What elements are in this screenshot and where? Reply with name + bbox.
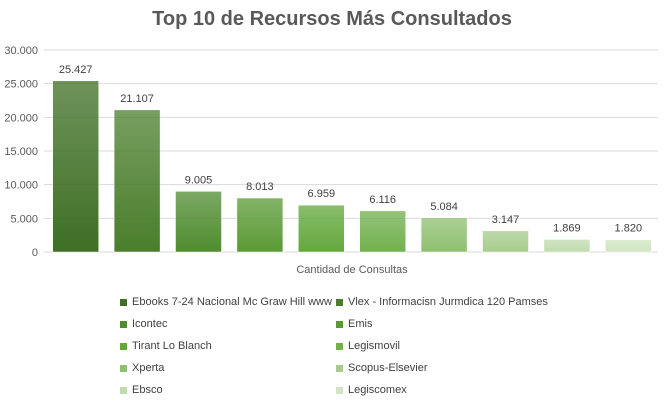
bar-chart: 0 5.000 10.000 15.000 20.000 25.000 30.000 25.… bbox=[4, 45, 658, 276]
chart-title: Top 10 de Recursos Más Consultados bbox=[152, 8, 512, 30]
bar bbox=[236, 197, 284, 253]
bar bbox=[605, 239, 652, 253]
data-label: 9.005 bbox=[185, 174, 213, 186]
bars bbox=[52, 80, 652, 253]
y-tick-label: 5.000 bbox=[10, 213, 38, 225]
bar bbox=[52, 80, 99, 253]
y-axis: 0 5.000 10.000 15.000 20.000 25.000 30.000 bbox=[4, 45, 38, 259]
legend-item: Icontec bbox=[120, 318, 167, 330]
legend-item: Legismovil bbox=[336, 340, 400, 352]
bar bbox=[359, 210, 406, 253]
legend-label: Legismovil bbox=[348, 340, 400, 352]
legend-item: Ebsco bbox=[120, 384, 163, 396]
data-label: 21.107 bbox=[120, 93, 154, 105]
legend-label: Ebsco bbox=[132, 384, 163, 396]
y-tick-label: 0 bbox=[32, 247, 38, 259]
x-axis-label: Cantidad de Consultas bbox=[296, 264, 408, 276]
legend-item: Emis bbox=[336, 318, 372, 330]
legend-label: Vlex - Informacisn Jurmdica 120 Pamses bbox=[348, 296, 548, 308]
legend-item: Ebooks 7-24 Nacional Mc Graw Hill www bbox=[120, 296, 332, 308]
legend-label: Tirant Lo Blanch bbox=[132, 340, 212, 352]
legend-swatch bbox=[336, 298, 343, 306]
bar bbox=[298, 204, 345, 253]
data-label: 6.116 bbox=[369, 194, 396, 206]
data-label: 1.820 bbox=[615, 223, 643, 235]
data-label: 3.147 bbox=[492, 214, 520, 226]
legend-item: Scopus-Elsevier bbox=[336, 362, 427, 374]
y-tick-label: 25.000 bbox=[4, 79, 38, 91]
y-tick-label: 10.000 bbox=[4, 180, 38, 192]
data-label: 8.013 bbox=[246, 181, 274, 193]
data-label: 1.869 bbox=[553, 222, 581, 234]
y-tick-label: 15.000 bbox=[4, 146, 38, 158]
legend-item: Tirant Lo Blanch bbox=[120, 340, 212, 352]
legend-label: Xperta bbox=[132, 362, 165, 374]
legend-item: Vlex - Informacisn Jurmdica 120 Pamses bbox=[336, 296, 548, 308]
legend-item: Legiscomex bbox=[336, 384, 407, 396]
bar bbox=[113, 109, 161, 253]
data-label: 6.959 bbox=[308, 188, 336, 200]
legend-swatch bbox=[336, 320, 343, 328]
legend-label: Emis bbox=[348, 318, 373, 330]
bar bbox=[543, 239, 591, 253]
legend-label: Scopus-Elsevier bbox=[348, 362, 428, 374]
legend-label: Icontec bbox=[132, 318, 168, 330]
legend-swatch bbox=[120, 386, 127, 394]
legend-label: Ebooks 7-24 Nacional Mc Graw Hill www bbox=[132, 296, 332, 308]
legend-swatch bbox=[336, 342, 343, 350]
data-label: 25.427 bbox=[59, 64, 93, 76]
legend-swatch bbox=[120, 298, 127, 306]
data-label: 5.084 bbox=[430, 201, 458, 213]
data-labels: 25.427 21.107 9.005 8.013 6.959 6.116 5.084 3.1… bbox=[59, 64, 642, 235]
legend-label: Legiscomex bbox=[348, 384, 407, 396]
legend-item: Xperta bbox=[120, 362, 164, 374]
y-tick-label: 30.000 bbox=[4, 45, 38, 57]
y-tick-label: 20.000 bbox=[4, 112, 38, 124]
legend-swatch bbox=[120, 364, 127, 372]
legend-swatch bbox=[336, 386, 343, 394]
bar bbox=[482, 230, 529, 253]
legend-swatch bbox=[120, 320, 127, 328]
bar bbox=[175, 191, 222, 253]
legend-swatch bbox=[336, 364, 343, 372]
legend-swatch bbox=[120, 342, 127, 350]
bar bbox=[420, 217, 468, 253]
